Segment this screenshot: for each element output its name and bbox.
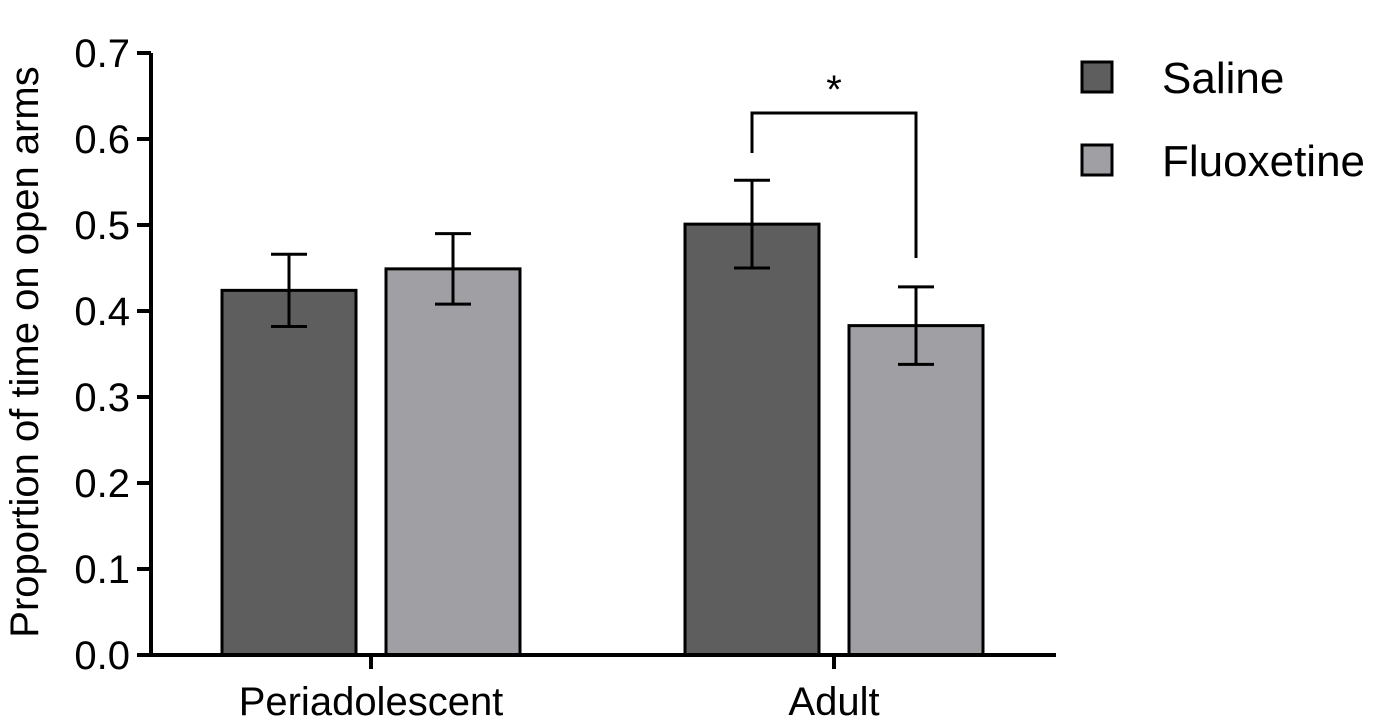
y-tick-label: 0.6: [74, 118, 130, 162]
bar-saline-periadolescent: [220, 288, 358, 657]
y-tick-label: 0.4: [74, 290, 130, 334]
bar-fluoxetine-adult: [847, 324, 985, 657]
bar-saline-adult: [683, 222, 821, 657]
bar-fluoxetine-periadolescent: [384, 267, 522, 657]
significance-label: *: [826, 68, 842, 112]
legend-swatch-saline: [1080, 60, 1114, 94]
plot-area: [220, 178, 985, 657]
annotations: *: [750, 68, 918, 258]
x-category-label: Adult: [788, 680, 879, 720]
axes: [149, 53, 1056, 657]
y-tick-label: 0.5: [74, 204, 130, 248]
y-tick-label: 0.7: [74, 32, 130, 76]
legend-label-saline: Saline: [1162, 54, 1284, 103]
y-tick-label: 0.0: [74, 634, 130, 678]
y-ticks: 0.0 0.1 0.2 0.3 0.4 0.5 0.6 0.7: [74, 32, 151, 678]
legend-swatch-fluoxetine: [1080, 143, 1114, 177]
y-axis-title: Proportion of time on open arms: [3, 66, 47, 637]
significance-bracket: [750, 111, 918, 258]
x-category-label: Periadolescent: [239, 680, 504, 720]
y-tick-label: 0.3: [74, 376, 130, 420]
y-tick-label: 0.1: [74, 548, 130, 592]
legend: Saline Fluoxetine: [1080, 54, 1365, 186]
x-categories: Periadolescent Adult: [239, 655, 880, 720]
y-tick-label: 0.2: [74, 462, 130, 506]
legend-label-fluoxetine: Fluoxetine: [1162, 137, 1365, 186]
